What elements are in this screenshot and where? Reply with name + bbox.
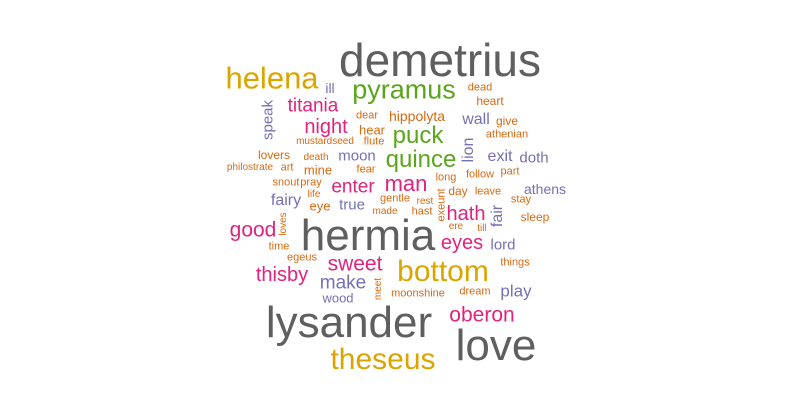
word-quince: quince: [385, 146, 457, 173]
word-mustardseed: mustardseed: [296, 136, 354, 147]
word-hippolyta: hippolyta: [388, 108, 446, 124]
word-oberon: oberon: [449, 303, 515, 327]
word-hast: hast: [411, 205, 433, 218]
word-night: night: [304, 116, 348, 138]
word-egeus: egeus: [287, 251, 317, 264]
word-dream: dream: [459, 285, 491, 298]
word-speak: speak: [259, 99, 277, 141]
word-athens: athens: [523, 181, 567, 197]
word-exit: exit: [487, 148, 513, 165]
word-theseus: theseus: [330, 343, 436, 376]
word-things: things: [500, 256, 530, 269]
word-sweet: sweet: [327, 252, 383, 276]
word-philostrate: philostrate: [226, 162, 274, 173]
word-demetrius: demetrius: [339, 34, 541, 86]
word-play: play: [500, 281, 532, 301]
word-dear: dear: [355, 109, 379, 122]
word-rest: rest: [416, 196, 434, 207]
word-pyramus: pyramus: [352, 74, 456, 105]
word-leave: leave: [474, 185, 502, 198]
word-pray: pray: [300, 176, 322, 189]
word-titania: titania: [287, 95, 339, 117]
word-lord: lord: [490, 236, 516, 254]
word-hermia: hermia: [300, 211, 436, 260]
word-wood: wood: [322, 290, 354, 306]
word-loves: loves: [278, 212, 289, 236]
word-thisby: thisby: [255, 264, 309, 286]
word-lion: lion: [460, 137, 477, 163]
word-snout: snout: [272, 176, 300, 189]
word-eyes: eyes: [440, 232, 484, 254]
word-lovers: lovers: [257, 148, 291, 162]
word-moon: moon: [338, 147, 376, 165]
word-heart: heart: [476, 94, 504, 108]
word-hath: hath: [446, 203, 486, 225]
word-dead: dead: [467, 81, 493, 94]
word-till: till: [477, 223, 487, 234]
word-ill: ill: [325, 80, 335, 96]
word-stay: stay: [510, 193, 532, 206]
word-bottom: bottom: [397, 255, 489, 288]
word-moonshine: moonshine: [391, 287, 445, 300]
word-fairy: fairy: [270, 192, 302, 209]
word-part: part: [500, 165, 520, 178]
word-enter: enter: [331, 176, 375, 198]
word-athenian: athenian: [485, 128, 529, 141]
word-time: time: [268, 240, 290, 253]
word-eye: eye: [309, 198, 331, 214]
word-true: true: [339, 196, 365, 214]
word-good: good: [229, 218, 277, 242]
word-helena: helena: [225, 60, 319, 96]
word-fear: fear: [356, 163, 376, 176]
word-day: day: [448, 184, 468, 198]
word-mine: mine: [303, 162, 333, 178]
word-follow: follow: [465, 168, 495, 181]
word-sleep: sleep: [520, 210, 550, 224]
word-lysander: lysander: [265, 298, 433, 347]
word-make: make: [319, 272, 367, 294]
word-give: give: [495, 114, 519, 128]
word-love: love: [455, 321, 537, 370]
word-hear: hear: [358, 122, 386, 138]
word-made: made: [372, 206, 398, 217]
word-art: art: [280, 161, 294, 174]
word-doth: doth: [519, 149, 549, 167]
word-meet: meet: [373, 277, 384, 301]
word-long: long: [435, 171, 457, 184]
word-ere: ere: [448, 221, 464, 232]
word-flute: flute: [363, 135, 385, 148]
word-death: death: [303, 152, 329, 163]
word-gentle: gentle: [380, 192, 410, 205]
word-puck: puck: [392, 122, 444, 149]
word-life: life: [307, 189, 321, 200]
word-fair: fair: [489, 204, 506, 228]
word-man: man: [384, 171, 428, 196]
word-wall: wall: [462, 111, 490, 128]
